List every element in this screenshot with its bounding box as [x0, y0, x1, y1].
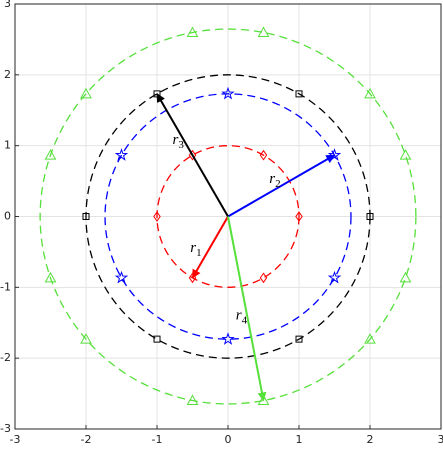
y-tick-label: -3 [0, 422, 11, 435]
x-tick-label: -1 [152, 433, 163, 446]
y-tick-label: 2 [4, 68, 11, 81]
x-tick-label: 0 [225, 433, 232, 446]
y-tick-label: 0 [4, 210, 11, 223]
y-tick-label: -2 [0, 351, 11, 364]
vector-label-subscript: 2 [275, 177, 281, 189]
x-tick-label: 3 [438, 433, 443, 446]
x-tick-label: -3 [10, 433, 21, 446]
x-tick-label: 2 [367, 433, 374, 446]
y-tick-label: -1 [0, 280, 11, 293]
vector-label-subscript: 1 [196, 247, 202, 259]
vector-label-subscript: 4 [242, 314, 248, 326]
vector-label-subscript: 3 [178, 139, 184, 151]
x-tick-label: 1 [296, 433, 303, 446]
x-tick-label: -2 [81, 433, 92, 446]
y-tick-label: 1 [4, 139, 11, 152]
y-tick-label: 3 [4, 0, 11, 10]
